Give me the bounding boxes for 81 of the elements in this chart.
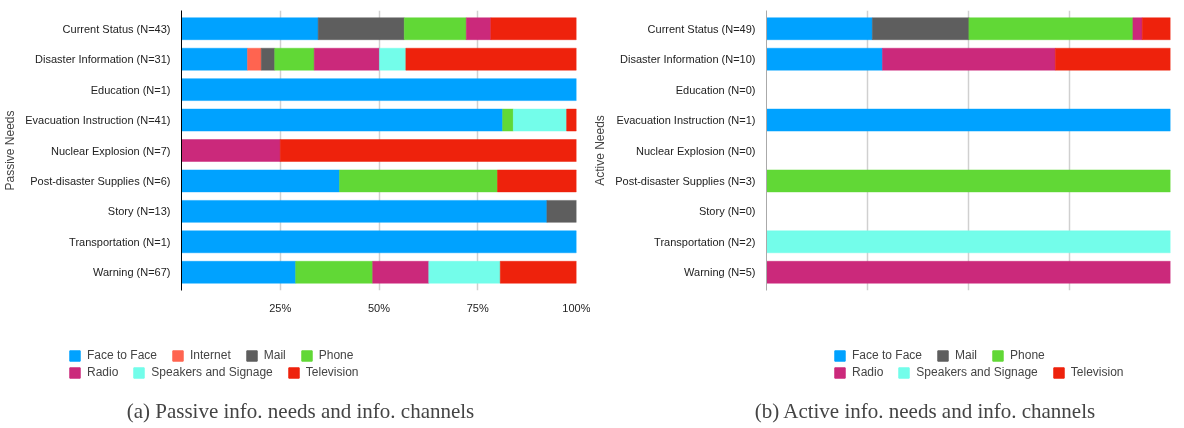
bar: [872, 17, 970, 40]
y-tick-label: Evacuation Instruction (N=1): [616, 114, 756, 127]
y-tick-label: Nuclear Explosion (N=0): [635, 144, 756, 157]
legend-label: Radio: [852, 365, 884, 379]
legend-label: Phone: [318, 348, 354, 362]
bar: [317, 17, 405, 40]
y-tick-label: Post-disaster Supplies (N=6): [30, 174, 171, 187]
bar: [490, 17, 577, 40]
legend-label: Face to Face: [87, 348, 158, 362]
legend-label: Phone: [1010, 348, 1045, 362]
x-tick-label: 75%: [466, 301, 489, 314]
legend-label: Mail: [263, 348, 286, 362]
bar: [274, 47, 315, 71]
bar: [766, 230, 1171, 254]
bar: [513, 108, 567, 132]
bar: [181, 17, 319, 40]
y-tick-label: Nuclear Explosion (N=7): [50, 144, 171, 157]
legend-label: Mail: [955, 348, 978, 362]
legend-label: Radio: [87, 365, 119, 379]
y-tick-label: Story (N=13): [107, 205, 171, 218]
y-tick-label: Transportation (N=1): [69, 235, 171, 248]
bar: [339, 169, 498, 193]
legend-label: Television: [305, 365, 359, 379]
bar: [466, 17, 492, 40]
bar: [181, 261, 296, 284]
y-tick-label: Education (N=1): [90, 83, 171, 96]
y-tick-label: Evacuation Instruction (N=41): [25, 114, 171, 127]
bar: [1141, 17, 1171, 40]
bar: [428, 261, 501, 284]
bar: [497, 169, 577, 193]
bar: [181, 200, 548, 223]
x-tick-label: 25%: [269, 301, 292, 314]
bar: [766, 108, 1171, 132]
bar: [500, 261, 577, 284]
bar: [766, 169, 1171, 193]
legend-label: Speakers and Signage: [151, 365, 273, 379]
bar: [280, 139, 577, 162]
x-tick-label: 100%: [562, 301, 591, 314]
y-tick-label: Current Status (N=49): [647, 22, 756, 35]
bar: [247, 47, 262, 71]
bar: [546, 200, 577, 223]
bar: [405, 47, 577, 71]
text: (b) Active info. needs and info. channels: [754, 398, 1096, 423]
legend-label: Speakers and Signage: [916, 365, 1038, 379]
bar: [372, 261, 430, 284]
y-tick-label: Post-disaster Supplies (N=3): [615, 174, 756, 187]
bar: [261, 47, 275, 71]
y-tick-label: Warning (N=5): [684, 266, 756, 279]
bar: [379, 47, 407, 71]
text: (a) Passive info. needs and info. channels: [126, 398, 475, 423]
y-tick-label: Story (N=0): [698, 205, 756, 218]
y-tick-label: Disaster Information (N=10): [620, 53, 756, 66]
bar: [502, 108, 514, 132]
y-axis-title: Active Needs: [593, 115, 608, 186]
y-tick-label: Warning (N=67): [92, 266, 171, 279]
y-tick-label: Disaster Information (N=31): [35, 53, 171, 66]
bar: [766, 17, 873, 40]
bar: [181, 139, 281, 162]
legend-label: Television: [1070, 365, 1124, 379]
bar: [181, 47, 248, 71]
bar: [968, 17, 1134, 40]
bar: [181, 230, 577, 254]
y-tick-label: Current Status (N=43): [62, 22, 171, 35]
legend-label: Internet: [190, 348, 231, 362]
bar: [181, 78, 577, 101]
bar: [181, 108, 503, 132]
bar: [181, 169, 340, 193]
bar: [1132, 17, 1143, 40]
bar: [766, 261, 1171, 284]
y-tick-label: Transportation (N=2): [654, 235, 756, 248]
x-tick-label: 50%: [367, 301, 391, 314]
bar: [766, 47, 883, 71]
bar: [404, 17, 467, 40]
legend-label: Face to Face: [852, 348, 923, 362]
bar: [566, 108, 577, 132]
bar: [1055, 47, 1171, 71]
bar: [313, 47, 380, 71]
bar: [882, 47, 1056, 71]
y-tick-label: Education (N=0): [675, 83, 756, 96]
bar: [295, 261, 373, 284]
y-axis-title: Passive Needs: [3, 110, 18, 191]
